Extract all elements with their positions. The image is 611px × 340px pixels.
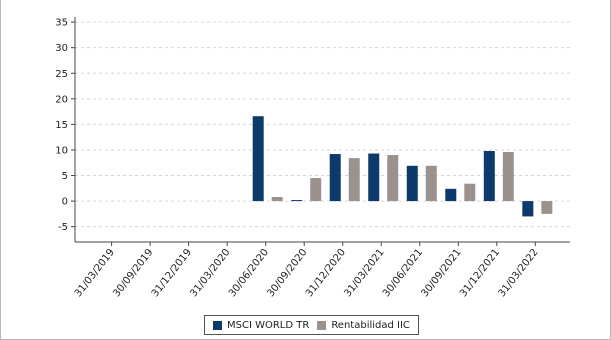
- bar-msci-world: [522, 201, 534, 217]
- axes: [71, 17, 570, 246]
- bar-rentabilidad-iic: [541, 201, 553, 214]
- x-tick-label: 31/12/2020: [304, 247, 348, 299]
- legend: MSCI WORLD TR Rentabilidad IIC: [204, 315, 419, 335]
- y-tick-label: 0: [62, 197, 68, 208]
- bar-msci-world: [329, 154, 341, 202]
- bar-msci-world: [252, 116, 264, 202]
- bar-rentabilidad-iic: [310, 178, 322, 202]
- y-tick-label: -5: [58, 222, 68, 233]
- x-tick-label: 30/09/2019: [111, 247, 155, 299]
- y-tick-label: 20: [55, 94, 68, 105]
- bar-rentabilidad-iic: [425, 165, 437, 202]
- bar-msci-world: [291, 200, 303, 202]
- bars: [252, 116, 553, 217]
- y-tick-label: 30: [55, 43, 68, 54]
- x-tick-label: 31/03/2022: [497, 247, 541, 299]
- x-tick-label: 30/06/2021: [381, 247, 425, 299]
- y-tick-label: 5: [62, 171, 68, 182]
- x-tick-label: 31/03/2020: [188, 247, 232, 299]
- bar-rentabilidad-iic: [387, 155, 399, 202]
- legend-item-msci: MSCI WORLD TR: [213, 320, 309, 331]
- bar-msci-world: [483, 150, 495, 202]
- legend-label-rentabilidad: Rentabilidad IIC: [331, 319, 410, 331]
- legend-label-msci: MSCI WORLD TR: [227, 319, 310, 331]
- x-tick-label: 31/12/2021: [458, 247, 502, 299]
- bar-rentabilidad-iic: [464, 183, 476, 202]
- x-tick-label: 31/12/2019: [150, 247, 194, 299]
- x-tick-label: 31/03/2021: [342, 247, 386, 299]
- x-tick-label: 30/09/2021: [419, 247, 463, 299]
- gridlines: [75, 21, 570, 228]
- bar-rentabilidad-iic: [348, 158, 360, 202]
- x-tick-label: 30/09/2020: [265, 247, 309, 299]
- y-tick-labels: 35 30 25 20 15 10 5 0 -5: [55, 18, 68, 234]
- x-tick-label: 31/03/2019: [73, 247, 117, 299]
- legend-swatch-rentabilidad: [317, 320, 327, 330]
- bar-rentabilidad-iic: [271, 197, 283, 202]
- y-tick-label: 25: [55, 69, 68, 80]
- y-tick-label: 35: [55, 18, 68, 29]
- bar-msci-world: [368, 153, 380, 202]
- x-tick-labels: 31/03/201930/09/201931/12/201931/03/2020…: [73, 247, 541, 299]
- y-tick-label: 15: [55, 120, 68, 131]
- bar-msci-world: [445, 188, 457, 202]
- legend-item-rentabilidad: Rentabilidad IIC: [317, 320, 410, 331]
- legend-swatch-msci: [213, 320, 222, 330]
- y-tick-label: 10: [55, 145, 68, 156]
- x-tick-label: 30/06/2020: [227, 247, 271, 299]
- bar-msci-world: [406, 165, 418, 202]
- bar-rentabilidad-iic: [502, 152, 514, 202]
